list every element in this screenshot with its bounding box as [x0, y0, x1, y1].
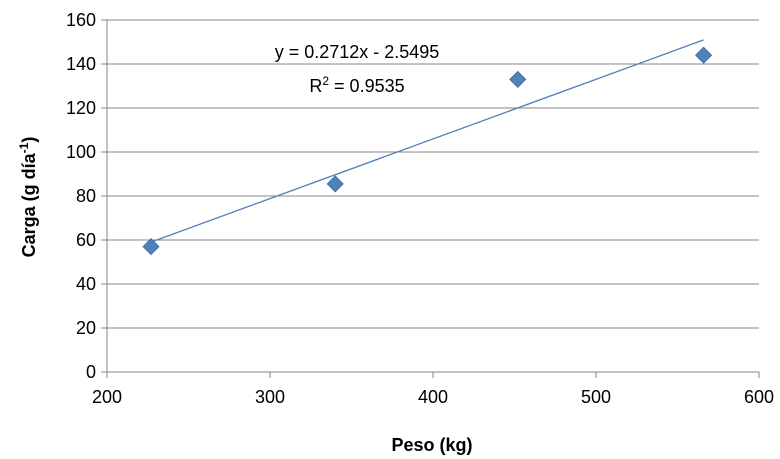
data-points — [142, 46, 713, 256]
y-tick-label-160: 160 — [66, 10, 96, 30]
y-tick-label-140: 140 — [66, 54, 96, 74]
x-tick-label-500: 500 — [581, 387, 611, 407]
r-squared-superscript: 2 — [322, 74, 329, 88]
x-axis-title: Peso (kg) — [391, 435, 472, 455]
y-axis-title-main: Carga (g día — [19, 152, 39, 257]
r-squared-value: = 0.9535 — [329, 76, 405, 96]
trendline-equation: y = 0.2712x - 2.5495 — [275, 42, 440, 62]
axes — [101, 19, 760, 378]
y-tick-label-80: 80 — [76, 186, 96, 206]
x-tick-label-200: 200 — [92, 387, 122, 407]
gridlines — [107, 19, 759, 329]
x-tick-labels: 200 300 400 500 600 — [92, 387, 774, 407]
y-axis-title-superscript: -1 — [17, 142, 31, 153]
y-axis-title: Carga (g día-1) — [17, 137, 39, 258]
y-tick-label-60: 60 — [76, 230, 96, 250]
r-squared-prefix: R — [309, 76, 322, 96]
trendline — [150, 39, 704, 243]
y-tick-label-120: 120 — [66, 98, 96, 118]
y-tick-label-100: 100 — [66, 142, 96, 162]
trendline-group — [150, 39, 704, 243]
y-tick-labels: 0 20 40 60 80 100 120 140 160 — [66, 10, 96, 382]
data-point-3 — [509, 70, 527, 88]
y-axis-title-close: ) — [19, 137, 39, 143]
y-tick-label-20: 20 — [76, 318, 96, 338]
data-point-1 — [142, 238, 160, 256]
x-tick-label-400: 400 — [418, 387, 448, 407]
y-tick-label-40: 40 — [76, 274, 96, 294]
x-tick-label-600: 600 — [744, 387, 774, 407]
data-point-2 — [326, 175, 344, 193]
r-squared-label: R2 = 0.9535 — [309, 74, 404, 96]
data-point-4 — [695, 46, 713, 64]
x-tick-label-300: 300 — [255, 387, 285, 407]
y-tick-label-0: 0 — [86, 362, 96, 382]
